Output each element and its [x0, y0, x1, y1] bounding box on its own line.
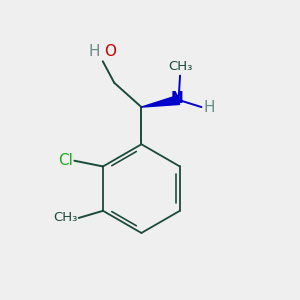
Text: H: H — [204, 100, 215, 115]
Text: Cl: Cl — [58, 153, 73, 168]
Text: CH₃: CH₃ — [168, 60, 192, 73]
Text: O: O — [104, 44, 116, 59]
Polygon shape — [141, 95, 179, 107]
Text: H: H — [88, 44, 100, 59]
Text: CH₃: CH₃ — [53, 212, 77, 224]
Text: N: N — [171, 91, 184, 106]
